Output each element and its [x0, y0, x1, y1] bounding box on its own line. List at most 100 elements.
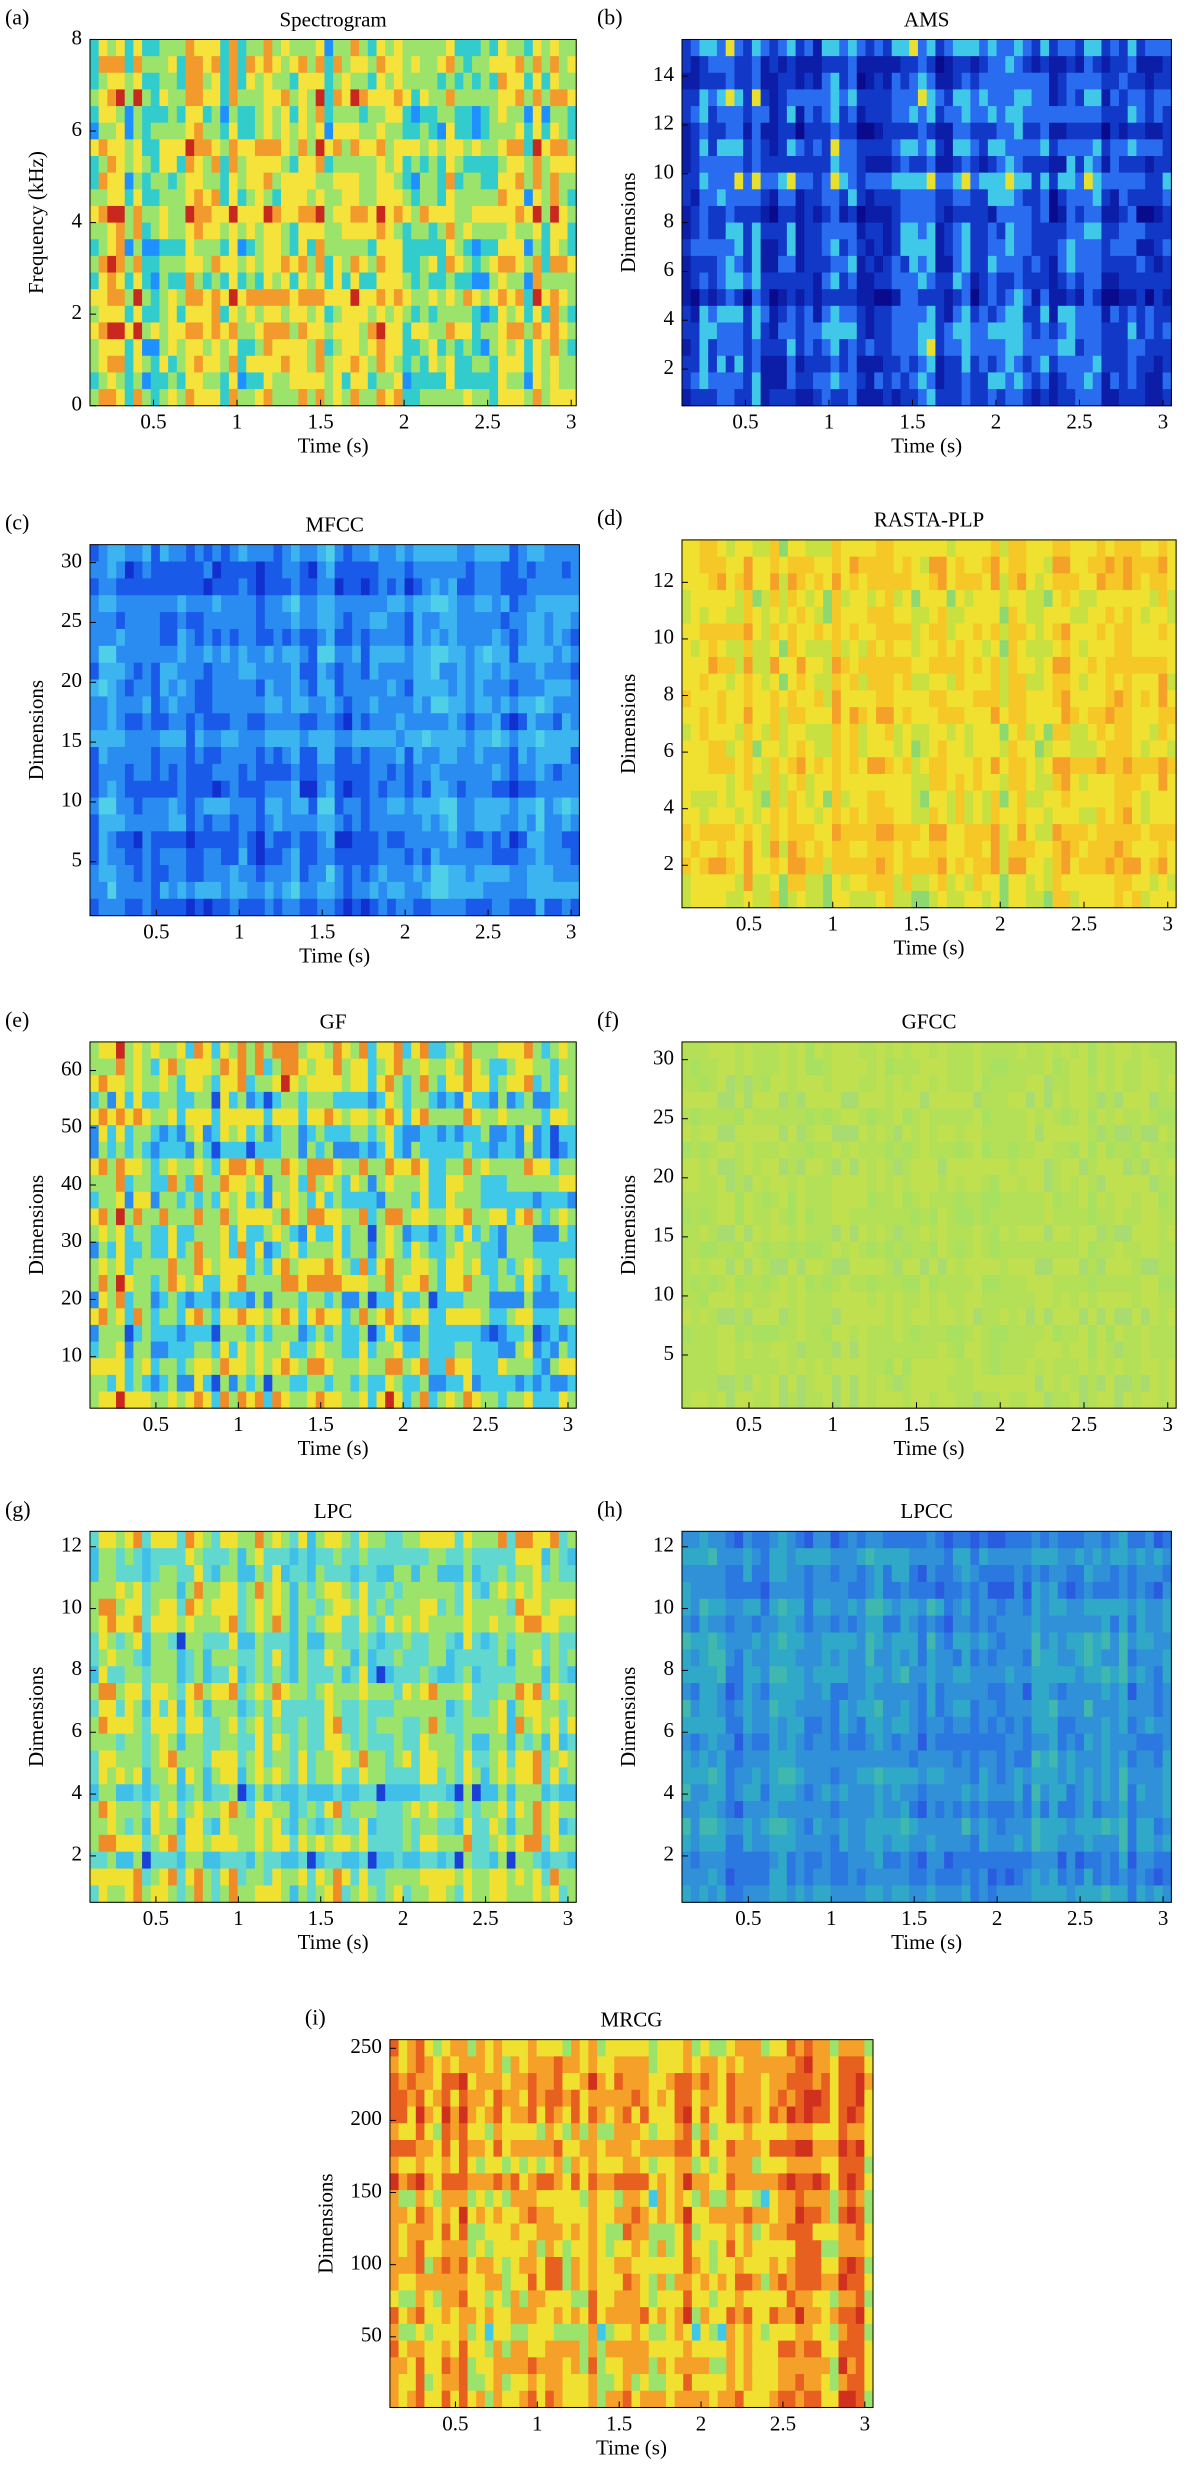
heatmap-cell [1136, 372, 1146, 390]
heatmap-cell [717, 740, 727, 758]
heatmap-cell [483, 730, 493, 748]
heatmap-cell [445, 72, 456, 91]
heatmap-cell [439, 746, 449, 765]
heatmap-cell [395, 881, 406, 900]
heatmap-cell [150, 322, 161, 340]
heatmap-cell [463, 372, 473, 390]
heatmap-cell [544, 544, 554, 563]
heatmap-cell [778, 106, 788, 124]
heatmap-cell [848, 255, 858, 274]
heatmap-cell [404, 865, 414, 883]
heatmap-cell [805, 539, 815, 558]
heatmap-cell [98, 322, 108, 340]
heatmap-cell [964, 740, 974, 758]
heatmap-cell [952, 289, 963, 307]
heatmap-cell [315, 72, 326, 91]
heatmap-cell [690, 89, 701, 107]
heatmap-cell [465, 696, 476, 714]
heatmap-cell [238, 746, 248, 765]
heatmap-cell [1034, 556, 1045, 574]
heatmap-cell [177, 831, 187, 849]
heatmap-cell [150, 305, 161, 324]
heatmap-cell [1145, 289, 1155, 307]
heatmap-cell [900, 89, 910, 107]
heatmap-cell [987, 122, 998, 140]
heatmap-cell [1026, 740, 1036, 758]
heatmap-cell [1092, 339, 1103, 357]
heatmap-cell [929, 623, 939, 641]
heatmap-cell [307, 156, 317, 174]
heatmap-cell [98, 222, 108, 240]
heatmap-cell [369, 662, 379, 681]
heatmap-cell [1057, 156, 1068, 174]
heatmap-cell [176, 122, 187, 140]
heatmap-cell [830, 305, 840, 324]
heatmap-cell [917, 389, 928, 407]
heatmap-cell [439, 679, 449, 698]
heatmap-cell [133, 89, 143, 107]
heatmap-cell [1153, 305, 1164, 324]
heatmap-cell [402, 239, 412, 257]
heatmap-cell [1061, 790, 1071, 809]
heatmap-cell [176, 322, 187, 340]
heatmap-cell [1057, 255, 1068, 274]
heatmap-cell [107, 339, 117, 357]
heatmap-cell [796, 790, 807, 809]
heatmap-cell [690, 305, 701, 324]
heatmap-cell [124, 831, 135, 849]
heatmap-cell [317, 645, 327, 664]
heatmap-cell [699, 89, 709, 107]
heatmap-cell [1017, 590, 1027, 608]
heatmap-cell [350, 122, 360, 140]
heatmap-cell [151, 848, 161, 866]
heatmap-cell [422, 780, 432, 799]
heatmap-cell [308, 544, 318, 563]
heatmap-cell [282, 797, 292, 816]
heatmap-cell [341, 355, 352, 374]
heatmap-cell [107, 389, 117, 407]
heatmap-cell [743, 272, 753, 290]
heatmap-cell [367, 355, 378, 374]
heatmap-cell [437, 339, 447, 357]
heatmap-cell [254, 156, 265, 174]
heatmap-cell [378, 881, 388, 900]
heatmap-cell [1123, 556, 1133, 574]
heatmap-cell [814, 707, 824, 725]
heatmap-cell [823, 673, 833, 691]
heatmap-cell [690, 891, 701, 909]
heatmap-cell [1110, 272, 1120, 290]
heatmap-cell [518, 645, 528, 664]
heatmap-cell [1145, 255, 1155, 274]
heatmap-cell [734, 740, 745, 758]
heatmap-cell [937, 857, 948, 875]
heatmap-cell [874, 289, 884, 307]
heatmap-cell [352, 746, 362, 765]
heatmap-cell [124, 814, 135, 832]
heatmap-cell [681, 305, 692, 324]
x-tick-label: 1 [232, 410, 243, 434]
heatmap-cell [550, 372, 560, 390]
heatmap-cell [867, 807, 877, 825]
heatmap-cell [779, 824, 789, 842]
heatmap-cell [1114, 556, 1124, 574]
heatmap-cell [944, 339, 954, 357]
heatmap-cell [1075, 322, 1085, 340]
heatmap-cell [891, 372, 902, 390]
heatmap-cell [273, 544, 283, 563]
heatmap-cell [220, 189, 230, 207]
heatmap-cell [151, 865, 161, 883]
heatmap-cell [281, 39, 291, 57]
heatmap-cell [422, 848, 432, 866]
heatmap-cell [177, 780, 187, 799]
heatmap-cell [237, 355, 247, 374]
heatmap-cell [272, 172, 282, 190]
heatmap-cell [716, 139, 727, 157]
heatmap-cell [341, 189, 352, 207]
heatmap-cell [107, 713, 117, 731]
heatmap-cell [558, 322, 569, 340]
heatmap-cell [228, 156, 239, 174]
heatmap-cell [515, 239, 525, 257]
heatmap-cell [325, 628, 336, 647]
heatmap-cell [690, 122, 701, 140]
heatmap-cell [553, 797, 563, 816]
